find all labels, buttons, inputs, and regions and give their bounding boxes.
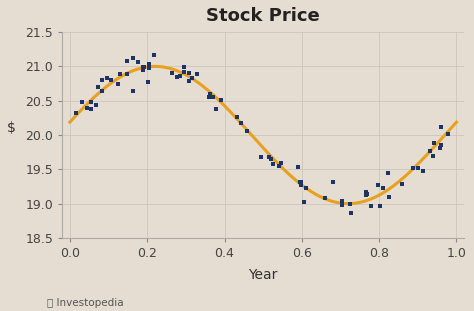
Point — [346, 201, 354, 206]
Point — [173, 74, 180, 79]
Point — [205, 94, 213, 99]
Point — [234, 115, 241, 120]
Point — [140, 64, 147, 69]
Point — [294, 165, 302, 170]
Point — [296, 180, 304, 185]
Point — [88, 106, 95, 111]
Point — [362, 189, 370, 194]
Point — [123, 59, 130, 64]
Point — [419, 169, 427, 174]
Point — [98, 88, 106, 93]
Point — [297, 179, 304, 184]
Point — [139, 65, 146, 70]
Point — [379, 186, 386, 191]
Point — [103, 76, 111, 81]
Point — [385, 194, 393, 199]
Point — [367, 204, 375, 209]
Title: Stock Price: Stock Price — [206, 7, 320, 25]
Point — [168, 71, 175, 76]
Point — [212, 106, 219, 111]
X-axis label: Year: Year — [248, 268, 278, 282]
Point — [321, 196, 328, 201]
Point — [123, 71, 131, 76]
Point — [193, 72, 201, 77]
Point — [209, 95, 216, 100]
Point — [430, 141, 438, 146]
Point — [338, 202, 346, 207]
Point — [176, 73, 184, 78]
Point — [135, 60, 142, 65]
Point — [438, 143, 445, 148]
Point — [145, 66, 153, 71]
Point — [275, 164, 283, 169]
Point — [277, 161, 285, 166]
Point — [374, 182, 382, 187]
Point — [384, 170, 392, 175]
Point — [83, 106, 91, 111]
Point — [185, 78, 193, 83]
Point — [139, 67, 147, 72]
Point — [87, 99, 95, 104]
Point — [243, 129, 250, 134]
Point — [398, 181, 406, 186]
Point — [185, 70, 193, 75]
Text: Ⓝ Investopedia: Ⓝ Investopedia — [47, 298, 124, 308]
Point — [409, 166, 417, 171]
Point — [188, 75, 196, 80]
Point — [129, 56, 137, 61]
Point — [426, 149, 433, 154]
Point — [181, 69, 188, 74]
Point — [217, 97, 225, 102]
Point — [78, 100, 85, 104]
Point — [338, 198, 346, 203]
Point — [414, 165, 422, 170]
Point — [329, 179, 337, 184]
Point — [376, 203, 384, 208]
Point — [444, 132, 451, 137]
Point — [436, 146, 443, 151]
Point — [114, 81, 121, 86]
Point — [298, 183, 305, 188]
Y-axis label: $: $ — [7, 121, 16, 135]
Point — [363, 192, 370, 197]
Point — [302, 185, 310, 190]
Point — [267, 156, 274, 161]
Point — [364, 192, 371, 197]
Point — [269, 162, 276, 167]
Point — [150, 52, 158, 57]
Point — [257, 155, 265, 160]
Point — [116, 72, 124, 77]
Point — [347, 210, 355, 215]
Point — [98, 77, 106, 82]
Point — [92, 103, 100, 108]
Point — [429, 154, 437, 159]
Point — [107, 78, 115, 83]
Point — [265, 155, 273, 160]
Point — [206, 92, 213, 97]
Point — [129, 89, 137, 94]
Point — [72, 111, 80, 116]
Point — [438, 124, 445, 129]
Point — [144, 80, 152, 85]
Point — [180, 64, 188, 69]
Point — [146, 61, 153, 66]
Point — [95, 85, 102, 90]
Point — [237, 120, 244, 125]
Point — [300, 199, 308, 204]
